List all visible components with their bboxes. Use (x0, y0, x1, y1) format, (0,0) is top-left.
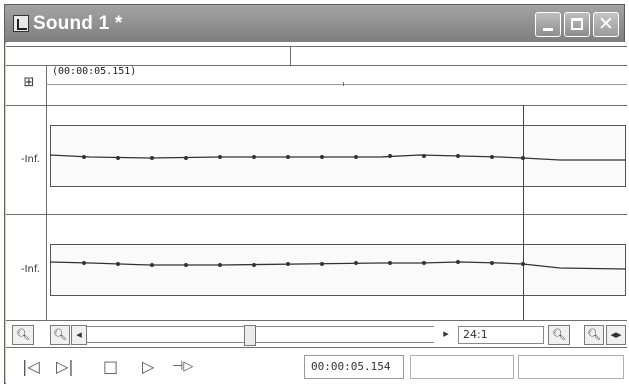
play-icon: ▷ (142, 357, 155, 376)
channel-1-node (354, 155, 358, 159)
stop-icon: □ (103, 357, 119, 376)
loop-icon: ⊣▷ (172, 359, 194, 374)
zoom-in-button[interactable]: 🔍︎ (12, 325, 34, 345)
playback-cursor[interactable] (523, 105, 524, 320)
loop-button[interactable]: ⊣▷ (172, 357, 193, 377)
channel-2-node (456, 260, 460, 264)
skip-to-start-icon: |◁ (22, 357, 40, 376)
channel-1-node (116, 156, 120, 160)
scroll-left-button[interactable]: ◂ (71, 325, 87, 345)
channel-1-node (422, 154, 426, 158)
channel-2-node (490, 261, 494, 265)
channel-2-node (354, 261, 358, 265)
zoom-out-icon: 🔍︎ (53, 328, 67, 341)
channel-2-node (82, 261, 86, 265)
channel-2-node (422, 261, 426, 265)
zoom-out-vertical-button[interactable]: 🔍︎ (584, 325, 604, 345)
zoom-out-button[interactable]: 🔍︎ (50, 325, 70, 345)
channel-1-node (150, 156, 154, 160)
channel-2-node (286, 262, 290, 266)
fit-width-button[interactable]: ◂▸ (606, 325, 626, 345)
channel-1-node (388, 154, 392, 158)
ruler-icon[interactable]: ⊞ (23, 75, 35, 90)
minimize-icon (543, 28, 553, 31)
time-readout: 00:00:05.154 (304, 355, 404, 379)
zoom-in-icon: 🔍︎ (16, 328, 30, 341)
maximize-button[interactable] (564, 12, 590, 37)
channel-1-level-label: -Inf. (21, 154, 40, 165)
sound-file-icon (13, 15, 29, 32)
channel-1-node (184, 156, 188, 160)
maximize-icon (571, 18, 583, 30)
status-field-2 (518, 355, 624, 379)
close-icon: ✕ (598, 13, 614, 35)
cursor-time-label: (00:00:05.151) (52, 66, 137, 77)
fit-width-icon: ◂▸ (610, 328, 622, 341)
channel-2-node (116, 262, 120, 266)
window-title: Sound 1 * (33, 13, 123, 34)
scroll-left-icon: ◂ (76, 328, 82, 341)
channel-1-node (320, 155, 324, 159)
channel-1-node (456, 154, 460, 158)
scroll-right-icon: ▸ (443, 327, 449, 340)
play-button[interactable]: ▷ (142, 357, 154, 377)
channel-2-envelope[interactable] (50, 244, 626, 296)
channel-2-node (150, 263, 154, 267)
horizontal-scrollbar[interactable] (87, 326, 434, 343)
channel-2-level-label: -Inf. (21, 264, 40, 275)
channel-2-node (218, 263, 222, 267)
channel-2-envelope-line (49, 261, 627, 270)
zoom-ratio-field[interactable]: 24:1 (458, 326, 544, 344)
scrollbar-thumb[interactable] (244, 325, 256, 346)
channel-1-node (521, 156, 525, 160)
stop-button[interactable]: □ (103, 357, 118, 377)
skip-to-end-button[interactable]: ▷| (56, 357, 74, 377)
channel-2-node (388, 261, 392, 265)
close-button[interactable]: ✕ (593, 12, 619, 37)
channel-2-node (320, 262, 324, 266)
channel-1-node (490, 155, 494, 159)
status-field-1 (410, 355, 514, 379)
zoom-in-vertical-button[interactable]: 🔍︎ (548, 325, 570, 345)
zoom-in-icon: 🔍︎ (552, 328, 566, 341)
skip-to-end-icon: ▷| (56, 357, 74, 376)
channel-2-node (184, 263, 188, 267)
channel-1-envelope[interactable] (50, 125, 626, 187)
skip-to-start-button[interactable]: |◁ (22, 357, 40, 377)
channel-1-node (252, 155, 256, 159)
title-bar[interactable]: Sound 1 * ✕ (5, 5, 624, 43)
channel-1-node (286, 155, 290, 159)
channel-2-node (252, 263, 256, 267)
channel-2-node (521, 262, 525, 266)
channel-1-envelope-line (49, 154, 626, 161)
minimize-button[interactable] (535, 12, 561, 37)
channel-1-node (82, 155, 86, 159)
zoom-out-icon: 🔍︎ (587, 328, 601, 341)
channel-1-node (218, 155, 222, 159)
scroll-right-button[interactable]: ▸ (436, 325, 456, 345)
